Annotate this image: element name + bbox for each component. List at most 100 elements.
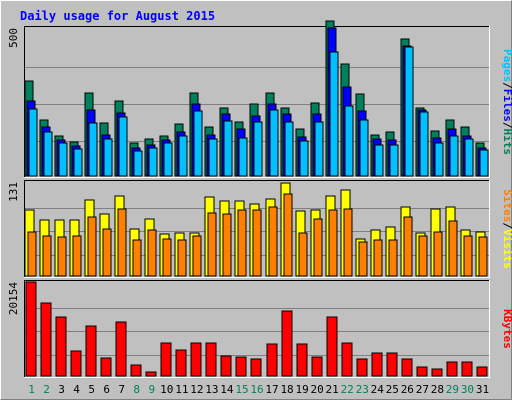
day-label-12: 12	[190, 383, 203, 396]
day-label-3: 3	[58, 383, 65, 396]
visits-sites-bar-21	[328, 209, 338, 277]
day-label-6: 6	[103, 383, 110, 396]
hits-pages-bar-12	[193, 110, 203, 177]
hits-pages-bar-29	[449, 135, 459, 177]
day-label-14: 14	[220, 383, 234, 396]
visits-sites-bar-31	[478, 236, 488, 277]
visits-ymax-label: 131	[7, 182, 20, 202]
day-label-18: 18	[280, 383, 293, 396]
visits-sites-bar-2	[42, 235, 52, 277]
kbytes-panel: 20154 KBytes	[7, 280, 512, 378]
hits-pages-bar-13	[208, 138, 218, 177]
visits-sites-bar-19	[298, 232, 308, 277]
visits-sites-bar-6	[102, 228, 112, 277]
kbytes-kbytes-bar-10	[160, 342, 172, 377]
visits-legend-part-1: /	[501, 222, 512, 229]
hits-pages-bar-16	[253, 121, 263, 177]
kbytes-kbytes-bar-1	[25, 281, 37, 377]
day-label-4: 4	[73, 383, 80, 396]
day-label-30: 30	[461, 383, 474, 396]
visits-sites-bar-10	[162, 238, 172, 277]
visits-sites-bar-13	[207, 212, 217, 277]
visits-sites-bar-5	[87, 216, 97, 277]
hits-pages-bar-15	[238, 137, 248, 177]
visits-sites-bar-24	[373, 239, 383, 277]
hits-pages-bar-24	[374, 144, 384, 177]
hits-pages-bar-2	[43, 131, 53, 177]
hits-pages-bar-26	[404, 46, 414, 177]
hits-legend-part-1: /	[501, 82, 512, 89]
kbytes-kbytes-bar-25	[386, 352, 398, 377]
kbytes-kbytes-bar-27	[416, 366, 428, 377]
kbytes-kbytes-bar-20	[311, 356, 323, 377]
visits-sites-bar-4	[72, 235, 82, 277]
day-label-15: 15	[235, 383, 248, 396]
visits-sites-bar-11	[177, 239, 187, 277]
hits-legend-part-0: Pages	[501, 49, 512, 82]
hits-pages-bar-20	[314, 121, 324, 177]
day-label-20: 20	[311, 383, 324, 396]
hits-legend-part-2: Files	[501, 89, 512, 122]
kbytes-kbytes-bar-30	[461, 361, 473, 377]
kbytes-kbytes-bar-11	[175, 349, 187, 377]
visits-sites-bar-18	[283, 193, 293, 277]
kbytes-kbytes-bar-14	[220, 355, 232, 377]
kbytes-kbytes-bar-19	[296, 343, 308, 377]
day-label-11: 11	[175, 383, 188, 396]
hits-pages-bar-21	[329, 51, 339, 177]
day-label-25: 25	[386, 383, 399, 396]
kbytes-legend-part-0: KBytes	[501, 309, 512, 349]
hits-pages-bar-1	[28, 108, 38, 177]
visits-sites-bar-12	[192, 235, 202, 277]
day-label-22: 22	[341, 383, 354, 396]
day-label-21: 21	[326, 383, 339, 396]
kbytes-kbytes-bar-2	[40, 302, 52, 377]
hits-pages-bar-27	[419, 111, 429, 177]
visits-sites-bar-30	[463, 235, 473, 277]
hits-pages-bar-5	[88, 122, 98, 177]
hits-legend-part-3: /	[501, 122, 512, 129]
day-label-5: 5	[88, 383, 95, 396]
hits-pages-bar-31	[479, 149, 489, 177]
hits-pages-bar-14	[223, 120, 233, 177]
kbytes-kbytes-bar-8	[130, 364, 142, 377]
visits-legend: Sites/Visits	[501, 189, 512, 269]
visits-sites-bar-22	[343, 208, 353, 277]
day-label-16: 16	[250, 383, 263, 396]
kbytes-kbytes-bar-23	[356, 358, 368, 377]
kbytes-kbytes-bar-3	[55, 316, 67, 377]
kbytes-kbytes-bar-15	[235, 356, 247, 377]
hits-legend: Pages/Files/Hits	[501, 49, 512, 155]
day-label-19: 19	[295, 383, 308, 396]
kbytes-kbytes-bar-26	[401, 358, 413, 377]
day-label-9: 9	[148, 383, 155, 396]
visits-sites-bar-25	[388, 239, 398, 277]
day-label-31: 31	[476, 383, 489, 396]
day-label-2: 2	[43, 383, 50, 396]
day-label-28: 28	[431, 383, 444, 396]
kbytes-kbytes-bar-7	[115, 321, 127, 377]
hits-pages-bar-11	[178, 135, 188, 177]
day-label-8: 8	[133, 383, 140, 396]
visits-sites-bar-26	[403, 216, 413, 277]
hits-pages-bar-8	[133, 150, 143, 177]
hits-pages-bar-7	[118, 116, 128, 177]
hits-pages-bar-4	[73, 148, 83, 177]
kbytes-kbytes-bar-6	[100, 357, 112, 377]
visits-sites-bar-17	[268, 206, 278, 277]
hits-pages-bar-3	[58, 142, 68, 177]
hits-pages-bar-19	[299, 140, 309, 177]
hits-pages-bar-28	[434, 142, 444, 177]
kbytes-kbytes-bar-24	[371, 352, 383, 377]
day-label-13: 13	[205, 383, 218, 396]
hits-pages-bar-10	[163, 142, 173, 177]
visits-legend-part-2: Visits	[501, 229, 512, 269]
hits-pages-bar-25	[389, 144, 399, 177]
day-label-24: 24	[371, 383, 385, 396]
visits-sites-bar-7	[117, 208, 127, 277]
hits-pages-bar-17	[269, 109, 279, 177]
visits-sites-bar-3	[57, 236, 67, 277]
visits-sites-bar-15	[237, 209, 247, 277]
kbytes-kbytes-bar-22	[341, 342, 353, 377]
